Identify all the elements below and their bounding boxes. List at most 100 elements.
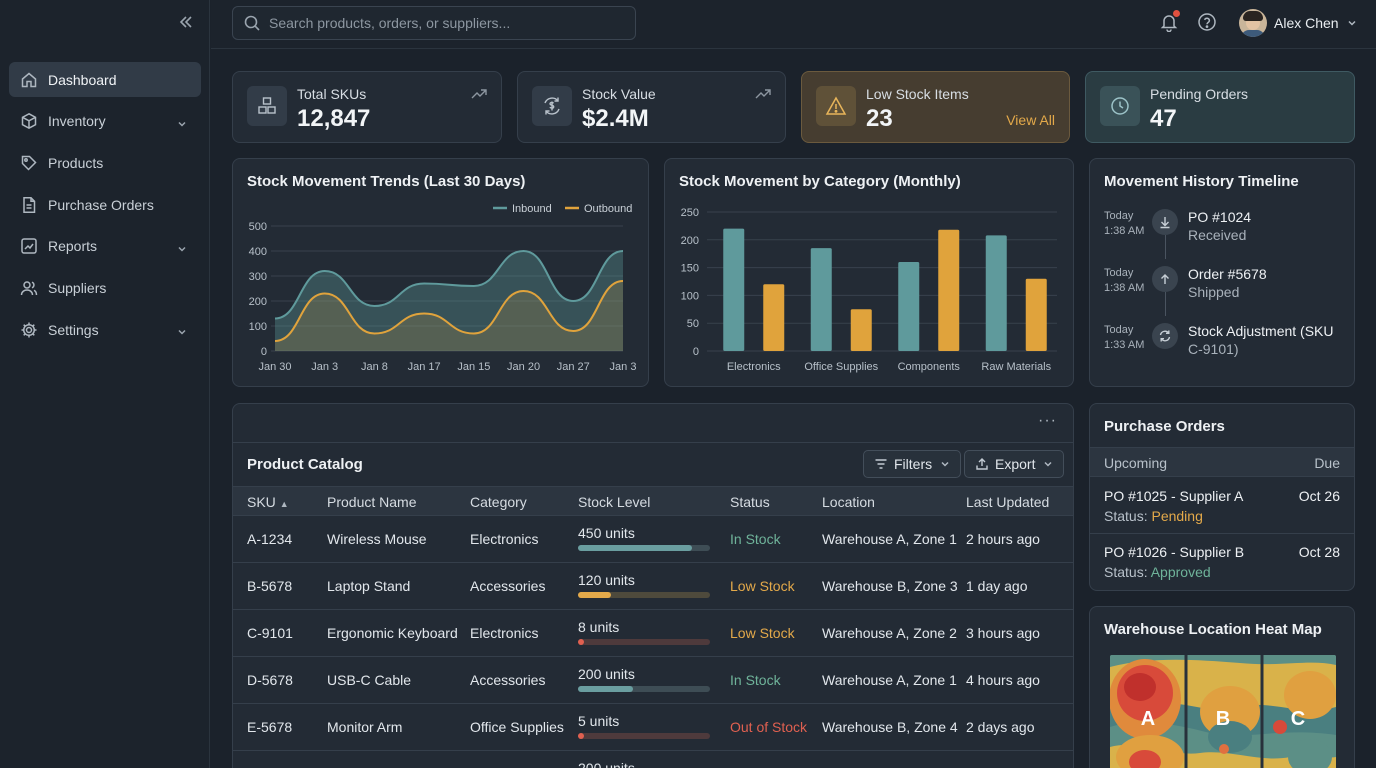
po-header: Upcoming Due [1090,447,1354,477]
timeline-item[interactable]: Today 1:38 AM PO #1024 Received [1104,209,1354,259]
x-tick-label: Jan 30 [258,361,291,373]
home-icon [20,71,38,89]
cell-sku: A-1234 [247,531,293,547]
po-item-title: PO #1025 - Supplier A [1104,488,1244,504]
y-tick-label: 200 [249,296,267,308]
table-row[interactable]: 200 units [233,751,1073,768]
chevron-down-icon [1347,18,1357,28]
column-header-stock-level[interactable]: Stock Level [578,494,651,510]
collapse-sidebar-icon[interactable] [176,12,196,32]
view-all-link[interactable]: View All [1006,112,1055,128]
cell-last-updated: 2 hours ago [966,531,1040,547]
x-tick-label: Office Supplies [804,361,878,373]
y-tick-label: 0 [261,346,267,358]
search-icon [243,14,261,32]
boxes-icon [247,86,287,126]
help-icon[interactable] [1197,12,1217,32]
bar-components-1 [938,229,960,351]
bar-raw-materials-1 [1025,278,1047,351]
column-header-location[interactable]: Location [822,494,875,510]
column-header-product-name[interactable]: Product Name [327,494,417,510]
stat-label: Low Stock Items [866,86,969,102]
table-row[interactable]: A-1234 Wireless Mouse Electronics In Stock W… [233,516,1073,563]
column-header-last-updated[interactable]: Last Updated [966,494,1050,510]
sidebar-item-reports[interactable]: Reports [9,229,201,264]
stat-label: Stock Value [582,86,656,102]
arrow-up-icon [1152,266,1178,292]
po-item[interactable]: PO #1026 - Supplier B Status: Approved O… [1090,534,1354,590]
cell-stock-level: 120 units [578,572,635,588]
timeline-item-title: Stock Adjustment (SKU [1188,323,1334,339]
sidebar-item-purchase-orders[interactable]: Purchase Orders [9,187,201,222]
table-row[interactable]: D-5678 USB-C Cable Accessories In Stock Ware… [233,657,1073,704]
cell-sku: D-5678 [247,672,293,688]
series-line-outbound [274,280,624,342]
cell-sku: C-9101 [247,625,293,641]
chevron-down-icon[interactable] [177,241,187,252]
bar-electronics-0 [723,228,745,351]
table-row[interactable]: C-9101 Ergonomic Keyboard Electronics Low S… [233,610,1073,657]
column-header-sku[interactable]: SKU ▲ [247,494,289,510]
currency-refresh-icon [532,86,572,126]
export-button[interactable]: Export [964,450,1065,478]
column-header-category[interactable]: Category [470,494,527,510]
cell-product-name: Laptop Stand [327,578,411,594]
user-name: Alex Chen [1274,15,1339,31]
sidebar-item-products[interactable]: Products [9,145,201,180]
zone-label-a: A [1141,708,1155,730]
sidebar-item-suppliers[interactable]: Suppliers [9,270,201,305]
more-options-icon[interactable]: ··· [1038,412,1057,429]
x-tick-label: Jan 15 [457,361,490,373]
avatar [1239,9,1267,37]
y-tick-label: 100 [249,321,267,333]
chevron-down-icon[interactable] [177,116,187,127]
timeline-item[interactable]: Today 1:38 AM Order #5678 Shipped [1104,266,1354,316]
x-tick-label: Jan 3 [311,361,338,373]
po-item-due: Oct 28 [1298,544,1340,560]
column-header-status[interactable]: Status [730,494,770,510]
sidebar-item-label: Products [48,154,104,171]
chevron-down-icon[interactable] [177,324,187,335]
stock-trends-chart: 0 100 200 300 400 500 Jan 30 Jan 3 Jan 8 Jan 17 Ja… [249,203,637,373]
sidebar-item-label: Purchase Orders [48,196,154,213]
cell-last-updated: 1 day ago [966,578,1028,594]
table-row[interactable]: E-5678 Monitor Arm Office Supplies Out of S… [233,704,1073,751]
cell-product-name: Ergonomic Keyboard [327,625,458,641]
stat-value: 23 [866,105,893,132]
clock-icon [1100,86,1140,126]
timeline-item[interactable]: Today 1:33 AM Stock Adjustment (SKU C-910… [1104,323,1354,373]
chevron-down-icon [940,459,950,469]
stat-label: Total SKUs [297,86,367,102]
sidebar-item-settings[interactable]: Settings [9,312,201,347]
export-label: Export [995,456,1036,472]
sidebar-item-label: Settings [48,321,99,338]
trend-up-icon [471,86,487,102]
sidebar-item-dashboard[interactable]: Dashboard [9,62,201,97]
user-menu[interactable]: Alex Chen [1239,9,1357,37]
po-item-status: Status: Pending [1104,508,1203,524]
sidebar-item-inventory[interactable]: Inventory [9,104,201,139]
search-input[interactable] [269,15,609,31]
stat-card-stock-value: Stock Value $2.4M [517,71,786,143]
cell-stock-level: 450 units [578,525,635,541]
filters-label: Filters [894,456,933,472]
timeline-connector [1165,235,1166,259]
po-item[interactable]: PO #1025 - Supplier A Status: Pending Oc… [1090,478,1354,534]
sidebar-item-label: Dashboard [48,71,117,88]
table-row[interactable]: B-5678 Laptop Stand Accessories Low Stock Wa… [233,563,1073,610]
cell-stock-level: 200 units [578,760,635,768]
users-icon [20,279,38,297]
timeline-connector [1165,292,1166,316]
x-tick-label: Electronics [727,361,781,373]
y-tick-label: 100 [681,290,699,302]
chart-title: Stock Movement Trends (Last 30 Days) [247,173,526,190]
warning-icon [816,86,856,126]
notification-bell-icon[interactable] [1159,10,1180,33]
x-tick-label: Jan 27 [557,361,590,373]
cell-category: Accessories [470,672,546,688]
notification-dot [1173,10,1180,17]
arrow-down-icon [1152,209,1178,235]
filters-button[interactable]: Filters [863,450,962,478]
timeline-item-sub: Received [1188,227,1247,243]
y-tick-label: 400 [249,246,267,258]
